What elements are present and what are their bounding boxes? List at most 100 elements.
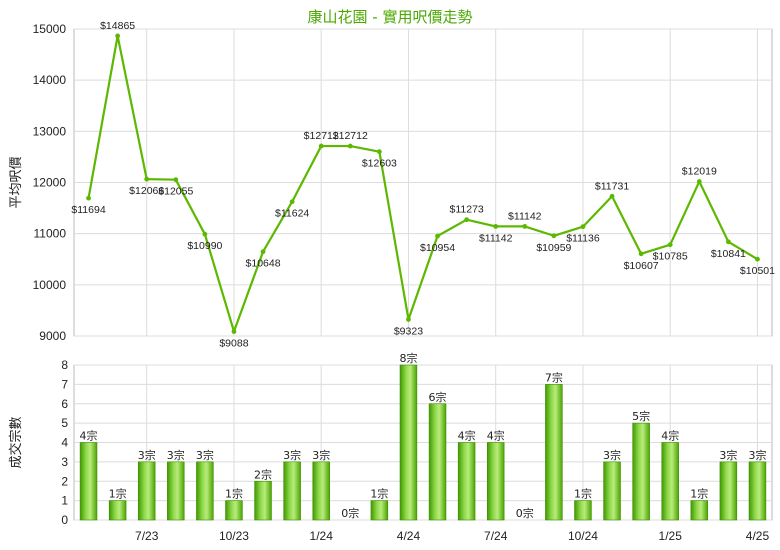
volume-data-label: 7宗 (545, 370, 563, 384)
bar-y-tick: 4 (61, 436, 68, 450)
volume-bar (225, 500, 243, 521)
price-data-label: $10607 (624, 260, 659, 272)
x-tick-label: 7/23 (135, 529, 159, 543)
bar-y-tick: 2 (61, 474, 68, 488)
volume-data-label: 0宗 (341, 506, 359, 520)
price-point (115, 33, 121, 39)
volume-bar (428, 403, 447, 521)
volume-bar (167, 461, 185, 521)
price-point (260, 249, 266, 255)
volume-bar (370, 500, 389, 521)
volume-bar (196, 461, 214, 521)
line-y-tick: 15000 (33, 22, 67, 36)
price-line (87, 34, 759, 333)
price-point (522, 224, 528, 229)
price-point (289, 199, 295, 205)
price-point (376, 149, 382, 155)
volume-bar (690, 500, 709, 521)
volume-data-label: 3宗 (312, 448, 330, 462)
price-data-label: $10990 (187, 240, 222, 252)
price-point (347, 143, 353, 149)
x-tick-label: 4/25 (746, 529, 770, 543)
volume-data-label: 3宗 (138, 448, 156, 462)
price-data-label: $10959 (536, 242, 571, 254)
volume-bar (719, 461, 738, 521)
x-tick-label: 10/23 (219, 529, 249, 543)
price-data-label: $10954 (420, 242, 455, 254)
price-data-label: $11142 (479, 232, 513, 244)
volume-data-label: 3宗 (719, 448, 737, 462)
price-point (696, 179, 702, 184)
bar-y-tick: 0 (61, 513, 68, 527)
volume-bar (137, 461, 156, 521)
volume-bar (399, 364, 418, 521)
x-tick-label: 10/24 (568, 529, 598, 543)
volume-data-label: 3宗 (167, 448, 185, 462)
price-data-label: $12066 (129, 185, 164, 197)
price-point (493, 224, 499, 229)
bar-y-tick: 1 (61, 494, 68, 508)
price-point (638, 251, 644, 257)
volume-bar (457, 442, 476, 521)
volume-bar (312, 461, 330, 521)
bar-y-axis-title: 成交宗數 (8, 416, 24, 468)
price-data-label: $10501 (740, 265, 775, 277)
line-y-tick: 9000 (39, 329, 66, 343)
volume-data-label: 1宗 (690, 487, 708, 501)
price-data-label: $12603 (362, 158, 397, 170)
x-tick-label: 7/24 (484, 529, 508, 543)
price-point (755, 256, 760, 262)
volume-data-label: 1宗 (574, 487, 592, 501)
volume-bar (661, 442, 679, 521)
line-y-tick: 10000 (33, 278, 67, 292)
price-data-label: $12712 (304, 130, 339, 142)
price-point (86, 195, 91, 201)
price-point (725, 239, 731, 245)
line-y-axis-title: 平均呎價 (9, 156, 24, 208)
price-data-label: $14865 (100, 20, 135, 32)
price-data-label: $11694 (71, 204, 105, 216)
volume-bar (632, 422, 650, 521)
bar-y-tick: 6 (61, 397, 68, 411)
price-point (318, 143, 324, 149)
price-data-label: $11136 (566, 233, 600, 245)
price-data-label: $10841 (711, 248, 746, 260)
chart-title: 康山花園 - 實用呎價走勢 (307, 8, 473, 26)
volume-data-label: 6宗 (429, 390, 447, 404)
volume-bar (545, 384, 563, 521)
price-point (173, 177, 179, 183)
volume-bar (603, 461, 621, 521)
volume-data-label: 3宗 (603, 448, 621, 462)
volume-bar (79, 442, 98, 521)
volume-data-label: 3宗 (748, 448, 766, 462)
price-data-label: $12055 (158, 186, 193, 198)
line-y-tick: 13000 (33, 124, 67, 138)
volume-data-label: 1宗 (225, 487, 243, 501)
price-data-label: $10648 (246, 258, 281, 270)
price-point (231, 329, 237, 334)
bar-y-tick: 8 (61, 358, 68, 372)
price-point (667, 242, 673, 248)
price-point (609, 193, 615, 199)
bar-y-tick: 5 (61, 416, 68, 430)
volume-data-label: 3宗 (196, 448, 214, 462)
price-point (464, 217, 470, 223)
volume-bar (283, 461, 301, 521)
volume-bar (574, 500, 592, 521)
price-data-label: $11731 (595, 180, 629, 192)
volume-data-label: 1宗 (370, 487, 388, 501)
volume-data-label: 4宗 (487, 429, 505, 443)
volume-data-label: 1宗 (109, 487, 127, 501)
price-data-label: $9088 (219, 337, 248, 349)
price-point (551, 233, 557, 239)
x-tick-label: 1/25 (659, 529, 683, 543)
line-y-tick: 11000 (34, 227, 67, 241)
line-y-tick: 14000 (33, 73, 67, 87)
volume-bar (108, 500, 127, 521)
volume-data-label: 4宗 (661, 429, 679, 443)
line-y-tick: 12000 (33, 176, 67, 190)
price-data-label: $9323 (394, 325, 423, 337)
price-data-label: $11273 (449, 204, 483, 216)
